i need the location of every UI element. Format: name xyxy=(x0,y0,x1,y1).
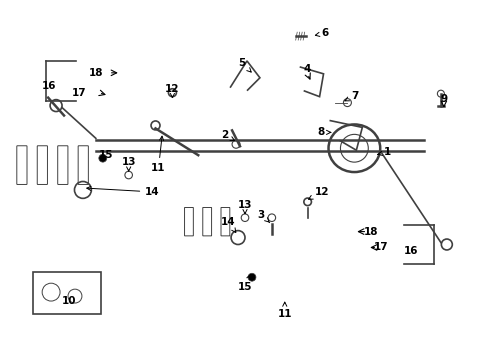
Text: 18: 18 xyxy=(363,226,378,237)
Text: 4: 4 xyxy=(304,64,311,74)
Circle shape xyxy=(247,273,255,281)
Text: 14: 14 xyxy=(220,217,235,233)
Text: 16: 16 xyxy=(42,81,56,91)
Text: 17: 17 xyxy=(71,88,86,98)
Text: 12: 12 xyxy=(308,187,328,199)
Text: 2: 2 xyxy=(221,130,234,140)
Text: 10: 10 xyxy=(61,296,76,306)
Text: 13: 13 xyxy=(121,157,136,171)
Text: 6: 6 xyxy=(315,28,328,38)
Text: 15: 15 xyxy=(237,275,252,292)
Text: 17: 17 xyxy=(373,243,388,252)
Text: 9: 9 xyxy=(439,94,447,104)
Text: 5: 5 xyxy=(238,58,251,72)
Text: 14: 14 xyxy=(86,186,160,197)
Circle shape xyxy=(99,154,106,162)
Text: 13: 13 xyxy=(237,200,252,213)
Text: 11: 11 xyxy=(277,302,291,319)
Text: 15: 15 xyxy=(99,150,113,160)
Text: 3: 3 xyxy=(257,210,269,222)
Text: 16: 16 xyxy=(403,247,417,256)
Bar xyxy=(33,272,101,314)
Text: 12: 12 xyxy=(165,84,179,98)
Text: 8: 8 xyxy=(317,127,330,138)
Text: 7: 7 xyxy=(344,91,358,101)
Text: 18: 18 xyxy=(88,68,103,78)
Text: 1: 1 xyxy=(377,147,390,157)
Text: 11: 11 xyxy=(151,136,165,173)
